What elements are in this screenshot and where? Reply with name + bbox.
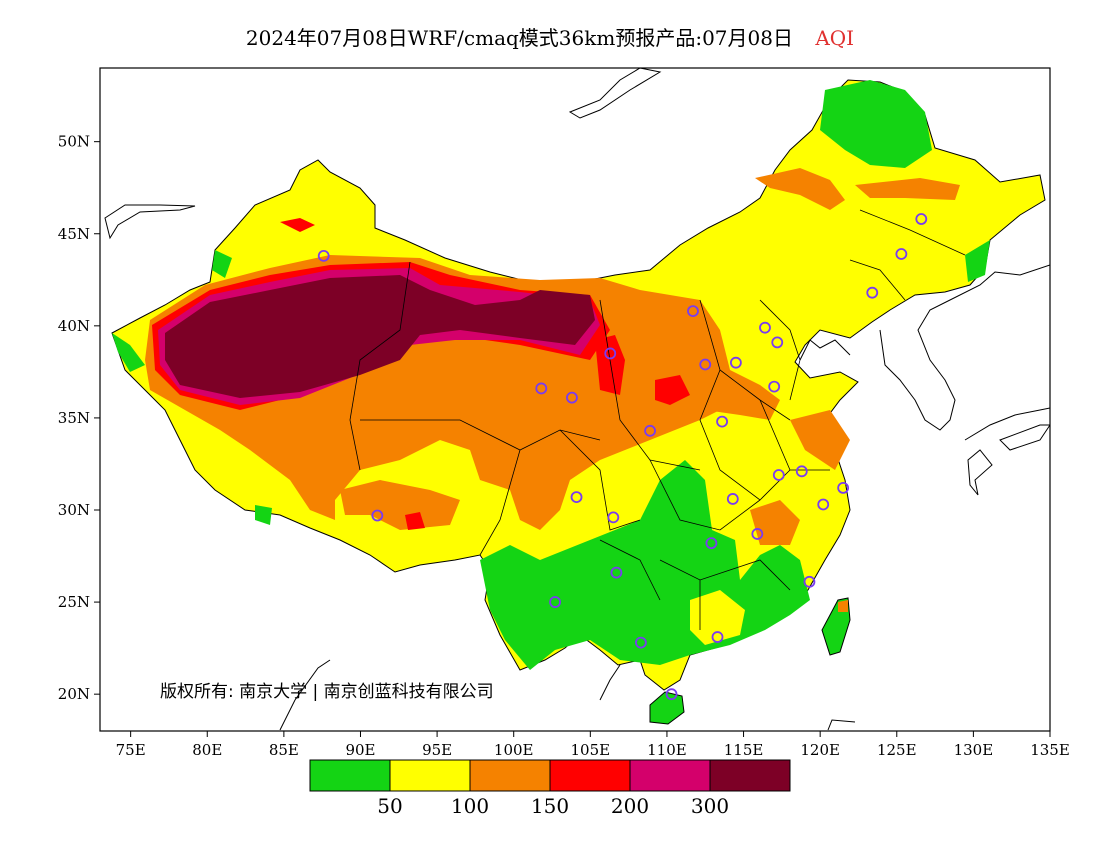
city-marker [711,631,724,643]
city-marker [895,248,908,260]
city-marker [699,358,712,371]
lon-tick-label: 105E [571,741,611,759]
lat-tick-label: 50N [58,133,90,151]
lon-tick-label: 115E [724,741,764,759]
aqi-orange-inner-mongolia [755,168,845,210]
hainan-island [649,691,685,725]
aqi-orange-north-china [690,370,780,420]
city-marker [759,321,771,334]
city-marker [772,469,785,481]
lon-tick-label: 90E [345,741,375,759]
lon-tick-label: 125E [877,741,917,759]
title-text: 2024年07月08日WRF/cmaq模式36km预报产品:07月08日 [245,26,793,50]
city-marker [535,382,548,395]
axis: 75E 80E 85E 90E 95E 100E 105E 110E 115E 120E 125E 1… [58,133,1070,759]
lat-tick-label: 30N [58,501,90,519]
aqi-green-jilin [965,240,990,282]
lon-tick-label: 135E [1030,741,1070,759]
aqi-maroon-core [165,275,595,398]
city-markers [317,213,928,701]
lon-tick-label: 100E [494,741,534,759]
city-marker [751,528,764,540]
province-boundaries [349,209,966,630]
aqi-red-shanxi [655,375,690,405]
legend-label: 50 [377,794,402,818]
lon-tick-label: 75E [116,741,146,759]
legend-swatch [629,759,711,792]
legend-swatch [709,759,791,792]
lat-tick-label: 40N [58,317,90,335]
legend-label: 100 [451,794,489,818]
legend-label: 150 [531,794,569,818]
city-marker [716,415,728,428]
copyright-text: 版权所有: 南京大学 | 南京创蓝科技有限公司 [160,682,494,702]
map-area: 版权所有: 南京大学 | 南京创蓝科技有限公司 [104,68,1050,731]
aqi-yellow-guangdong [690,590,745,645]
map-title: 2024年07月08日WRF/cmaq模式36km预报产品:07月08日 AQI [0,22,1100,51]
city-marker [610,566,623,579]
city-marker [371,509,384,522]
city-marker [317,249,330,262]
city-marker [837,481,850,494]
city-marker [771,336,784,349]
lon-tick-label: 85E [269,741,299,759]
city-marker [687,305,699,318]
lat-tick-label: 35N [58,409,90,427]
aqi-orange-heilongjiang [855,178,960,200]
city-marker [726,493,739,505]
city-marker [803,575,816,588]
aqi-green-west [112,333,145,372]
city-marker [566,391,578,404]
variable-label: AQI [815,26,855,50]
city-marker [604,347,617,360]
lat-tick-label: 45N [58,225,90,243]
legend-swatch [309,759,391,792]
city-marker [634,636,647,649]
city-marker [549,596,561,608]
lon-tick-label: 120E [800,741,840,759]
city-marker [866,286,879,299]
aqi-red-tibet [405,512,425,530]
city-marker [817,498,830,511]
aqi-orange-shandong [790,410,850,470]
coastlines [104,68,1050,731]
lon-tick-label: 130E [954,741,994,759]
legend-swatch [549,759,631,792]
legend-label: 200 [611,794,649,818]
lat-tick-label: 25N [58,593,90,611]
city-marker [705,537,718,550]
lon-tick-label: 80E [192,741,222,759]
city-marker [768,380,781,393]
legend-label: 300 [691,794,729,818]
taiwan-island [821,597,851,656]
taiwan-haze [838,600,848,612]
city-marker [665,688,678,701]
city-marker [644,424,656,437]
aqi-red-xinjiang [280,218,315,232]
aqi-green-northwest [212,250,232,278]
city-marker [570,491,583,504]
city-marker [729,356,742,369]
map-frame [99,67,1051,732]
lon-tick-label: 95E [422,741,452,759]
aqi-green-northeast [820,80,932,168]
aqi-orange-tibet-south [340,480,460,530]
aqi-red-loess [595,335,625,395]
city-marker [915,213,928,225]
lat-tick-label: 20N [58,685,90,703]
city-marker [795,465,808,478]
city-marker [607,511,620,524]
aqi-legend: 50 100 150 200 300 [309,759,791,818]
legend-swatch [469,759,551,792]
legend-swatch [389,759,471,792]
lon-tick-label: 110E [647,741,687,759]
aqi-green-tibet [255,505,272,525]
